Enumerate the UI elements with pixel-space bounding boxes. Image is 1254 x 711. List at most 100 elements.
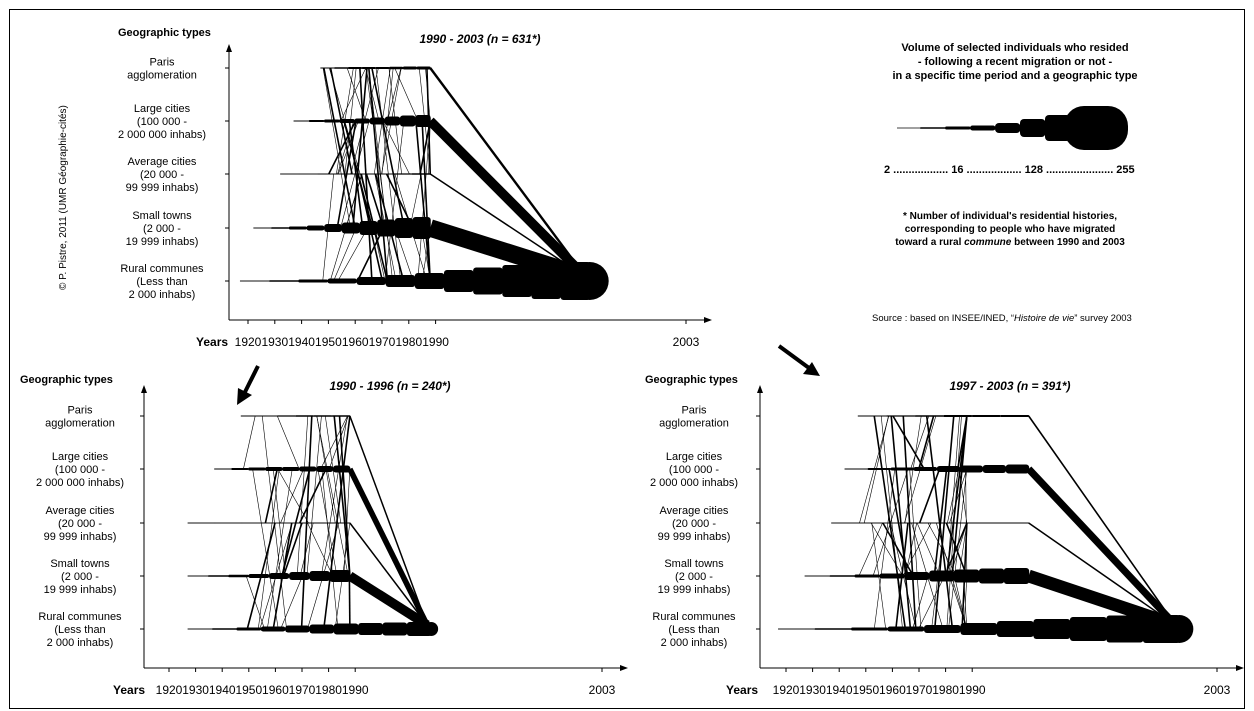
residence-band xyxy=(960,623,998,635)
y-category-label: Average cities xyxy=(660,505,729,517)
final-node xyxy=(424,622,439,636)
source-note: Source : based on INSEE/INED, “Histoire … xyxy=(872,313,1132,324)
x-tick-label: 1950 xyxy=(852,683,879,697)
migration-flow-line xyxy=(918,468,941,524)
y-category-label: (100 000 - xyxy=(55,464,105,476)
migration-flow-line xyxy=(338,415,351,577)
residence-band xyxy=(354,118,370,124)
chart-main: 1990 - 2003 (n = 631*) Geographic types Ye… xyxy=(118,27,712,349)
convergence-flow xyxy=(426,117,590,281)
x-tick-label: 1940 xyxy=(209,683,236,697)
residence-band xyxy=(293,120,310,122)
migration-flow-line xyxy=(261,415,287,630)
residence-band xyxy=(333,623,359,635)
residence-band xyxy=(359,221,378,235)
legend-scale-band xyxy=(995,123,1021,133)
residence-band xyxy=(913,467,938,471)
migration-flow-line xyxy=(387,67,402,122)
residence-band xyxy=(377,219,396,237)
migration-flow-line xyxy=(337,227,368,282)
migration-flow-line xyxy=(948,468,968,630)
residence-band xyxy=(289,572,310,580)
residence-band xyxy=(239,280,270,282)
residence-band xyxy=(309,624,335,634)
migration-flow-line xyxy=(892,415,925,470)
x-tick-label: 1920 xyxy=(156,683,183,697)
y-category-label: (2 000 - xyxy=(675,571,713,583)
residence-band xyxy=(886,415,916,417)
residence-band xyxy=(943,415,973,417)
y-category-label: 2 000 inhabs) xyxy=(661,637,728,649)
y-category-label: 2 000 inhabs) xyxy=(47,637,114,649)
legend-scale-band xyxy=(920,127,946,129)
y-category-label: agglomeration xyxy=(45,418,115,430)
legend-scale-max-band xyxy=(1064,106,1128,150)
x-tick-label: 1960 xyxy=(342,335,369,349)
residence-band xyxy=(415,115,431,127)
x-axis-arrowhead xyxy=(704,317,712,323)
migration-flow-line xyxy=(337,120,354,175)
y-category-label: 19 999 inhabs) xyxy=(126,236,199,248)
legend-scale-band xyxy=(970,125,996,131)
y-category-label: (Less than xyxy=(54,624,105,636)
residence-band xyxy=(1069,617,1107,641)
y-category-label: (100 000 - xyxy=(669,464,719,476)
x-tick-label: 1990 xyxy=(342,683,369,697)
y-axis-arrowhead xyxy=(757,385,763,393)
migration-flow-line xyxy=(266,468,293,630)
x-tick-label: 1960 xyxy=(879,683,906,697)
migration-flow-line xyxy=(346,67,367,122)
residence-band xyxy=(236,627,262,631)
migration-flow-line xyxy=(394,67,419,122)
y-category-label: 99 999 inhabs) xyxy=(658,531,731,543)
migration-flow-line xyxy=(365,173,385,229)
migration-flow-line xyxy=(880,415,903,630)
legend-title-line-2: - following a recent migration or not - xyxy=(918,56,1113,68)
residence-band xyxy=(299,466,317,472)
residence-band xyxy=(323,119,340,123)
x-tick-label: 1970 xyxy=(289,683,316,697)
y-category-label: (2 000 - xyxy=(61,571,99,583)
legend-scale-band xyxy=(945,126,971,130)
x-axis-title: Years xyxy=(726,683,758,697)
residence-band xyxy=(778,628,816,630)
y-category-label: Large cities xyxy=(52,451,109,463)
residence-band xyxy=(295,522,324,524)
x-tick-label: 1960 xyxy=(262,683,289,697)
chart-left: 1990 - 1996 (n = 240*) Geographic types Ye… xyxy=(20,374,628,697)
residence-band xyxy=(814,628,852,630)
migration-flow-line xyxy=(958,522,968,577)
migration-flow-line xyxy=(949,522,968,577)
y-category-label: (20 000 - xyxy=(672,518,716,530)
residence-band xyxy=(929,570,955,582)
chart-title: 1997 - 2003 (n = 391*) xyxy=(949,379,1070,393)
residence-band xyxy=(1005,464,1030,474)
residence-band xyxy=(996,621,1034,637)
y-category-label: (20 000 - xyxy=(58,518,102,530)
residence-band xyxy=(347,67,363,69)
y-category-label: Small towns xyxy=(132,210,192,222)
convergence-flow xyxy=(347,467,430,627)
y-category-label: Small towns xyxy=(664,558,724,570)
x-tick-label: 1970 xyxy=(369,335,396,349)
residence-band xyxy=(334,67,349,69)
y-category-label: agglomeration xyxy=(127,70,197,82)
x-tick-label: 1930 xyxy=(182,683,209,697)
legend-scale-shape xyxy=(897,106,1128,150)
x-tick-label: 1930 xyxy=(261,335,288,349)
x-tick-label: 2003 xyxy=(589,683,616,697)
residence-band xyxy=(844,468,869,470)
legend-scale-band xyxy=(1020,119,1046,137)
migration-flow-line xyxy=(338,120,359,175)
y-category-label: Average cities xyxy=(46,505,115,517)
residence-band xyxy=(339,119,355,123)
x-tick-label: 2003 xyxy=(673,335,700,349)
x-axis-arrowhead xyxy=(1236,665,1244,671)
legend-title-line-1: Volume of selected individuals who resid… xyxy=(901,42,1128,54)
migration-flow-line xyxy=(417,120,431,282)
residence-band xyxy=(295,415,315,417)
migration-flow-line xyxy=(321,468,339,630)
migration-flow-line xyxy=(428,120,431,175)
migration-flow-line xyxy=(352,67,368,229)
